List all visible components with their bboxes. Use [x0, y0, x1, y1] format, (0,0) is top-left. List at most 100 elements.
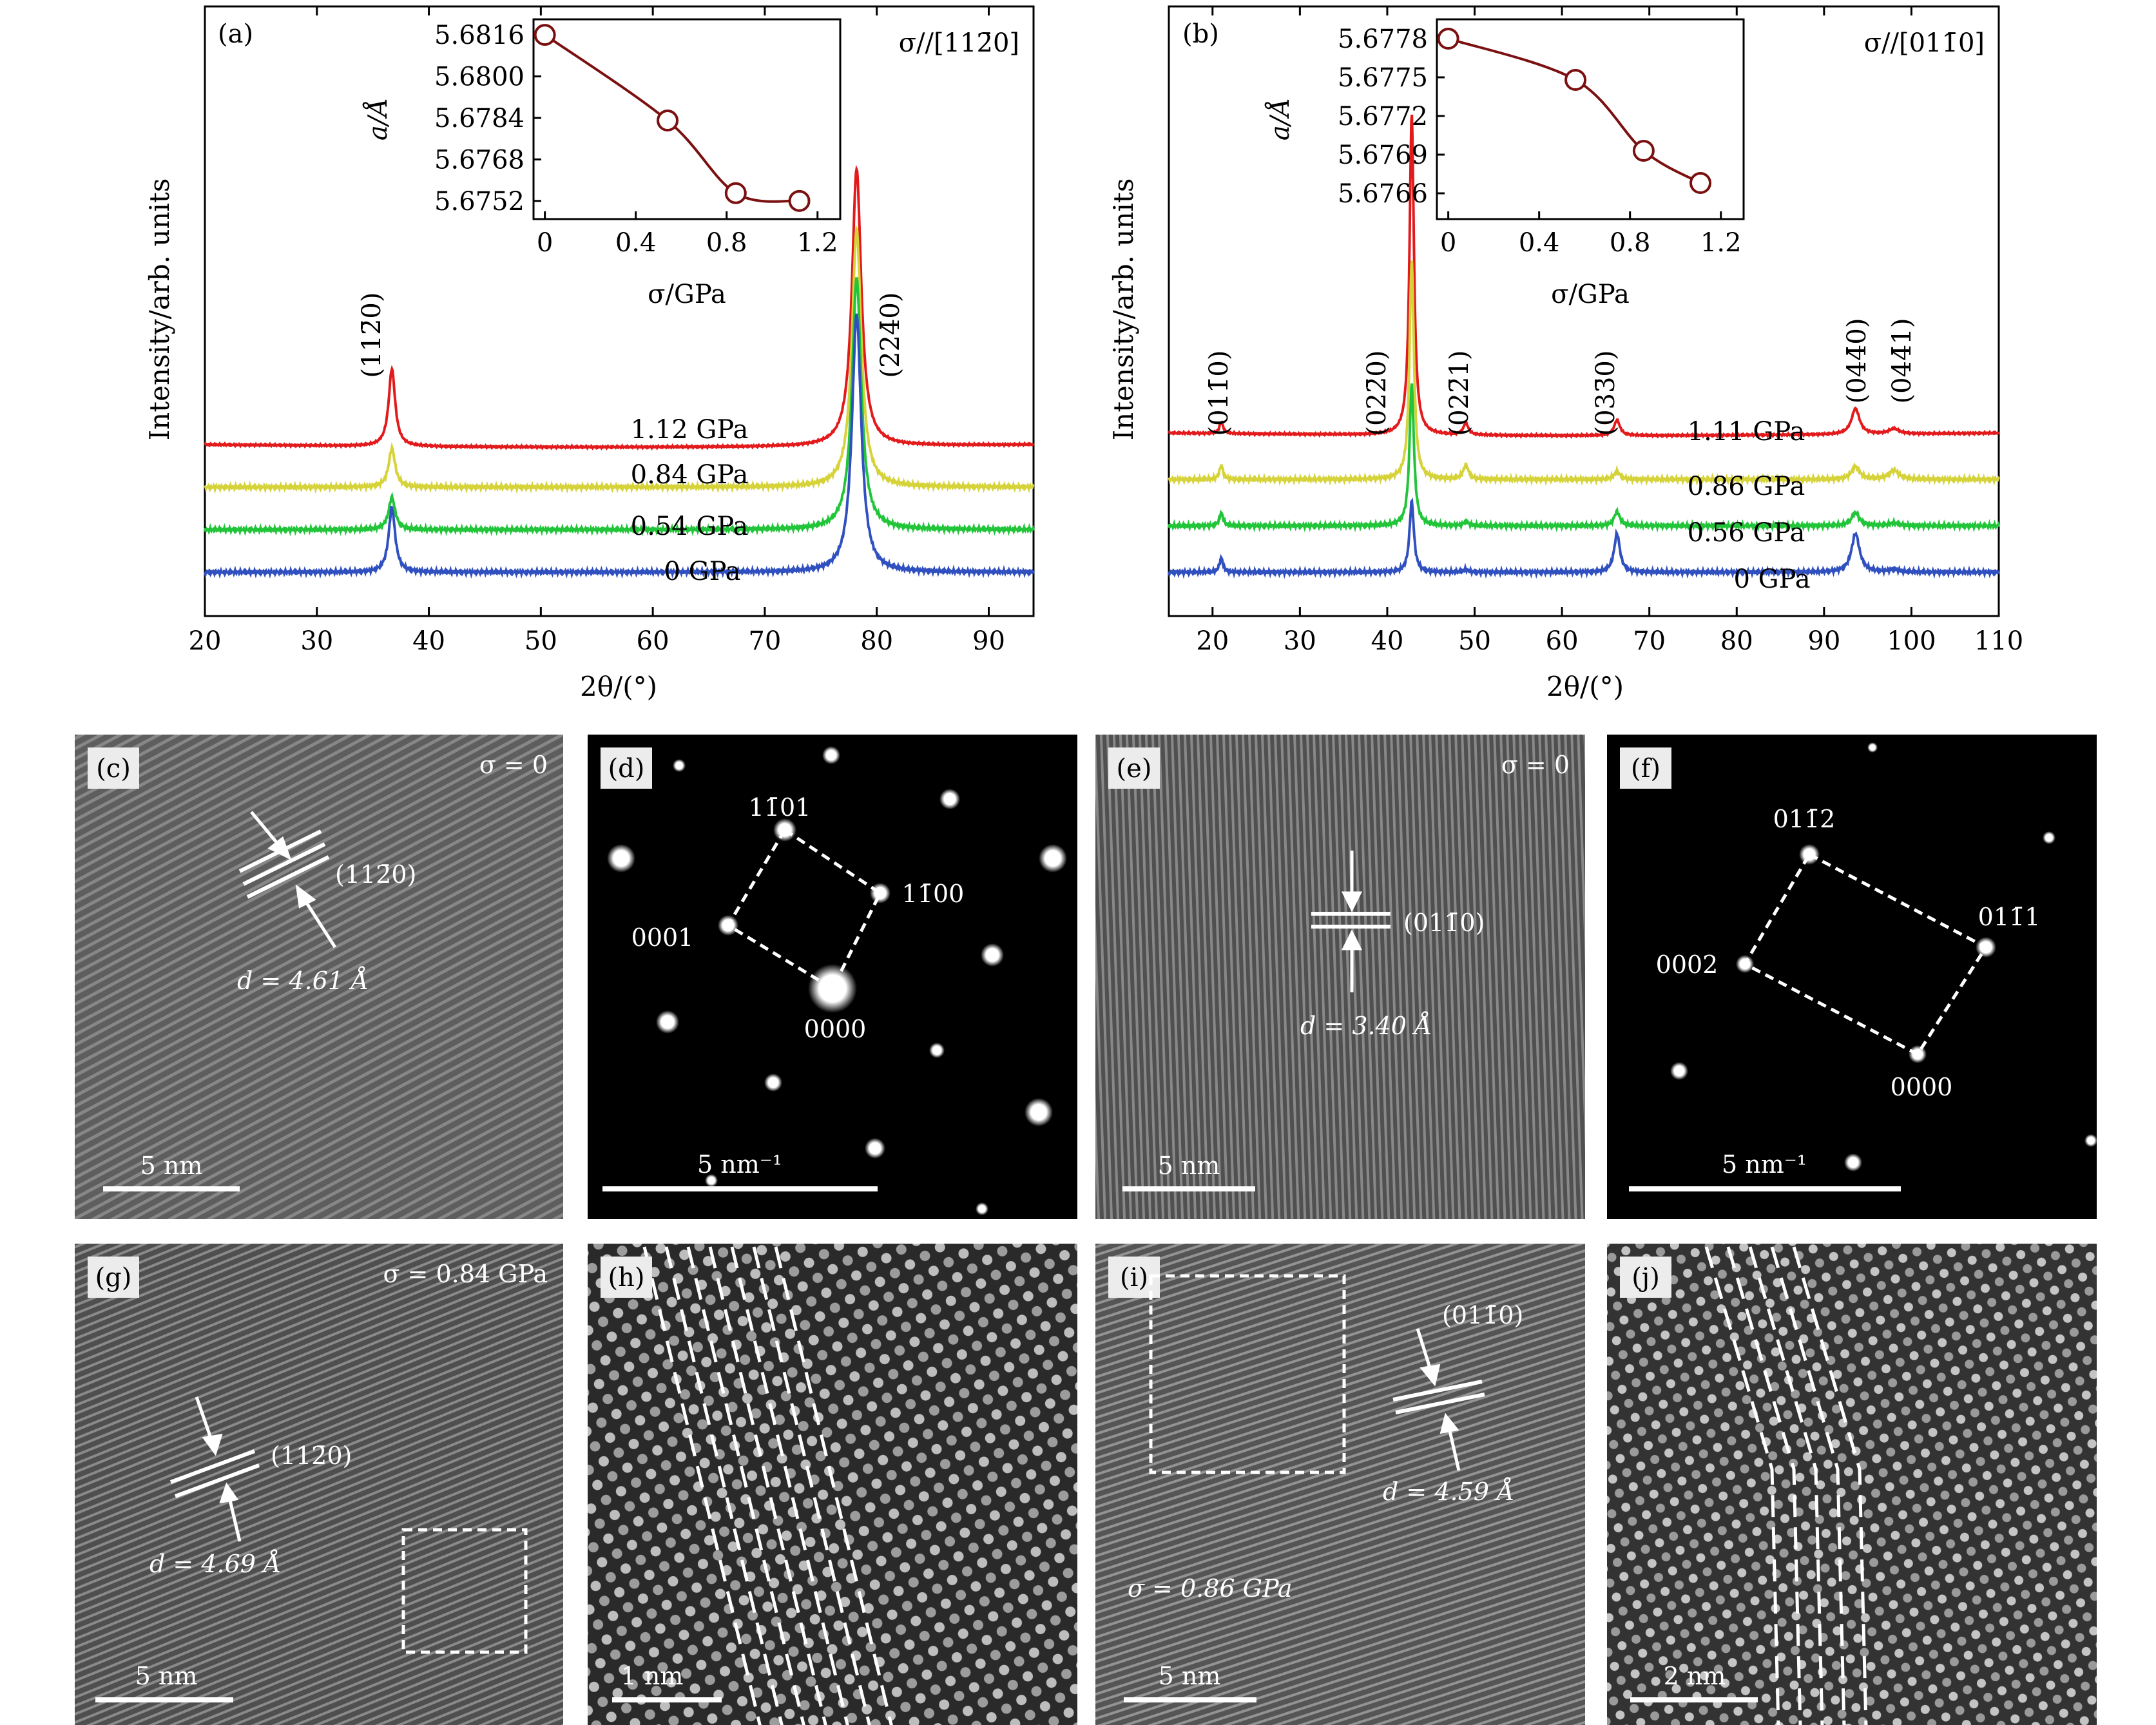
diffraction-spot — [865, 1138, 885, 1159]
panel-a-trace-label-3: 0.54 GPa — [631, 512, 749, 541]
panel-a-xlabel: 2θ/(°) — [580, 671, 657, 702]
dislocation-dash-line — [1704, 1246, 1780, 1725]
series-line-0.86-GPa — [1168, 260, 2000, 487]
panel-j-image — [1607, 1244, 2097, 1725]
panel-b-xlabel: 2θ/(°) — [1546, 671, 1624, 702]
panel-d-label: (d) — [608, 754, 645, 784]
dislocation-dash-line — [752, 1246, 871, 1725]
diffraction-spot — [939, 789, 960, 809]
panel-e-arrows — [1341, 851, 1363, 992]
inset-x-tick-label: 0.4 — [615, 228, 657, 258]
dislocation-dash-line — [1748, 1246, 1824, 1725]
inset-y-tick-label: 5.6784 — [434, 104, 525, 133]
inset-y-tick-label: 5.6752 — [434, 187, 525, 217]
inset-x-tick-label: 1.2 — [797, 228, 838, 258]
panel-a-traces — [204, 164, 1035, 579]
panel-g-plane: (112̄0) — [271, 1441, 352, 1470]
diffraction-spot — [1039, 844, 1067, 872]
panel-f-image — [1607, 735, 2097, 1219]
panel-i-d-spacing: d = 4.59 Å — [1383, 1478, 1514, 1506]
panel-a-ylabel: Intensity/arb. units — [144, 178, 175, 441]
x-tick-label: 50 — [525, 626, 557, 656]
panel-f-label: (f) — [1631, 754, 1660, 784]
panel-j-dislocation-lines — [1704, 1246, 1868, 1725]
panel-b-peak-label-4: (033̄0) — [1591, 350, 1621, 436]
series-line-1.12-GPa — [204, 164, 1035, 451]
dislocation-dash-line — [664, 1246, 784, 1725]
panel-j: (j) 2 nm — [1607, 1244, 2097, 1725]
dislocation-dash-line — [1770, 1246, 1846, 1725]
panel-d-spot-1: 11̄01 — [749, 793, 811, 822]
panel-h-scale-label: 1 nm — [621, 1662, 684, 1690]
inset-a-xlabel: σ/GPa — [648, 280, 726, 309]
panel-d-spot-4: 0000 — [804, 1015, 867, 1043]
panel-h-label: (h) — [608, 1263, 645, 1293]
panel-d: (d) 11̄01 11̄00 0001 0000 5 nm⁻¹ — [588, 735, 1077, 1219]
x-tick-label: 30 — [1284, 626, 1316, 656]
inset-data-point — [1437, 28, 1459, 50]
diffraction-spot — [2084, 1134, 2097, 1147]
diffraction-spot — [2043, 831, 2055, 844]
inset-x-tick-label: 0 — [537, 228, 553, 258]
inset-series-line — [1448, 37, 1701, 184]
inset-data-point — [788, 189, 811, 212]
panel-f-spot-3: 0002 — [1656, 950, 1718, 979]
panel-g: (g) σ = 0.84 GPa (112̄0) d = 4.69 Å 5 nm — [75, 1244, 563, 1725]
diffraction-spot — [607, 844, 635, 872]
panel-i-image — [1095, 1244, 1585, 1725]
panel-e-d-spacing: d = 3.40 Å — [1300, 1012, 1432, 1040]
panel-i-sigma: σ = 0.86 GPa — [1128, 1574, 1293, 1603]
dislocation-dash-line — [774, 1246, 893, 1725]
inset-data-point — [1689, 172, 1712, 194]
inset-x-tick-label: 1.2 — [1700, 228, 1742, 258]
diffraction-spot — [808, 964, 857, 1013]
panel-j-label: (j) — [1631, 1263, 1660, 1293]
diffraction-spot — [976, 1202, 988, 1215]
inset-y-tick-label: 5.6800 — [434, 63, 525, 92]
panel-b-trace-label-2: 0.86 GPa — [1688, 472, 1805, 501]
panel-d-scale-label: 5 nm⁻¹ — [697, 1150, 782, 1179]
diffraction-spot — [1025, 1098, 1053, 1126]
panel-h: (h) 1 nm — [588, 1244, 1077, 1725]
inset-a-frame — [532, 18, 842, 220]
panel-i-zoom-box — [1149, 1274, 1346, 1474]
inset-a-ylabel: a/Å — [363, 98, 393, 140]
inset-data-point — [657, 110, 679, 132]
panel-a-label: (a) — [218, 19, 253, 49]
panel-f-scale-label: 5 nm⁻¹ — [1722, 1150, 1807, 1179]
panel-c: (c) σ = 0 (112̄0) d = 4.61 Å 5 nm — [75, 735, 563, 1219]
panel-g-sigma: σ = 0.84 GPa — [383, 1260, 548, 1288]
dislocation-dash-line — [708, 1246, 827, 1725]
inset-x-tick-label: 0.8 — [1610, 228, 1651, 258]
panel-f-unit-cell — [1742, 852, 1988, 1057]
panel-c-label-box — [88, 747, 139, 789]
x-tick-label: 50 — [1458, 626, 1491, 656]
panel-e-label-box — [1108, 747, 1160, 789]
inset-y-tick-label: 5.6778 — [1338, 24, 1428, 54]
x-tick-label: 80 — [860, 626, 893, 656]
x-tick-label: 70 — [748, 626, 781, 656]
panel-a-stress-direction: σ//[112̄0] — [899, 28, 1019, 58]
panel-b-stress-direction: σ//[011̄0] — [1864, 28, 1985, 58]
diffraction-spot — [673, 759, 686, 772]
panel-c-arrows — [250, 811, 337, 949]
panel-e: (e) σ = 0 (011̄0) d = 3.40 Å 5 nm — [1095, 735, 1585, 1219]
panel-f-spot-1: 011̄2 — [1773, 805, 1836, 833]
panel-h-dislocation-lines — [642, 1246, 893, 1725]
panel-i-plane: (011̄0) — [1442, 1301, 1523, 1329]
inset-data-point — [1564, 69, 1587, 91]
panel-b-trace-label-4: 0 GPa — [1733, 564, 1810, 594]
inset-series-line — [544, 34, 800, 203]
panel-b-peak-label-1: (011̄0) — [1204, 350, 1234, 436]
panel-h-label-box — [601, 1257, 652, 1298]
panel-b-x-axis: 20 30 40 50 60 70 80 90 100 110 — [1196, 6, 2023, 656]
x-tick-label: 60 — [1546, 626, 1579, 656]
panel-f-spot-4: 0000 — [1891, 1073, 1953, 1101]
inset-y-tick-label: 5.6772 — [1338, 102, 1428, 131]
diffraction-spot — [870, 883, 890, 903]
series-line-0-GPa — [1168, 497, 2000, 579]
panel-b-peak-label-2: (022̄0) — [1362, 350, 1392, 436]
panel-a: (a) σ//[112̄0] 20 30 40 50 60 70 80 90 (112̄0) … — [144, 5, 1035, 702]
panel-b-peak-label-6: (044̄1) — [1887, 318, 1917, 403]
